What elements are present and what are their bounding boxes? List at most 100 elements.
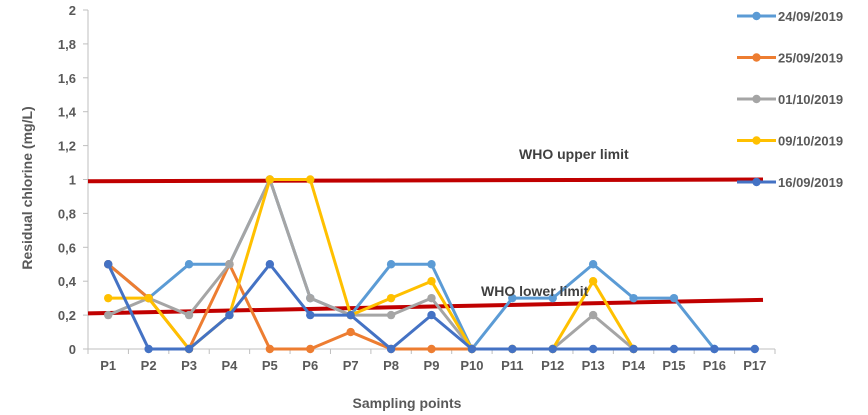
x-tick-label: P4 <box>221 358 238 373</box>
legend-label: 16/09/2019 <box>778 175 843 190</box>
x-tick-label: P15 <box>662 358 685 373</box>
data-point <box>669 293 679 303</box>
legend-label: 09/10/2019 <box>778 134 843 149</box>
x-tick-label: P8 <box>383 358 399 373</box>
data-point <box>265 175 275 184</box>
data-point <box>104 310 113 320</box>
y-axis-title: Residual chlorine (mg/L) <box>19 106 35 269</box>
x-tick-label: P2 <box>141 358 157 373</box>
data-point <box>184 260 194 269</box>
data-point <box>508 344 517 354</box>
data-point <box>427 277 436 286</box>
y-tick-label: 1,6 <box>58 71 76 86</box>
series-1 <box>104 175 719 354</box>
legend-entry: 24/09/2019 <box>737 9 843 24</box>
y-tick-label: 1 <box>69 173 76 188</box>
data-point <box>427 293 436 303</box>
x-tick-label: P11 <box>501 358 523 373</box>
axes: 0 0,2 0,4 0,6 0,8 1 1,2 1,4 1,6 1,8 2 P1 P2 P3 P4 P5 P6 P… <box>58 3 776 373</box>
data-point <box>104 293 113 303</box>
data-point <box>386 344 396 354</box>
x-tick-label: P6 <box>302 358 318 373</box>
y-tick-label: 0,4 <box>58 274 77 289</box>
y-tick-label: 0,2 <box>58 308 76 323</box>
data-point <box>588 310 598 320</box>
data-point <box>588 260 598 269</box>
data-point <box>386 310 396 320</box>
data-point <box>225 260 234 269</box>
data-point <box>669 344 679 354</box>
y-tick-label: 2 <box>69 3 76 18</box>
data-point <box>427 344 436 354</box>
data-point <box>346 327 355 337</box>
legend-entry: 25/09/2019 <box>737 51 843 66</box>
data-point <box>346 310 355 320</box>
data-point <box>427 260 436 269</box>
series-5 <box>104 260 759 354</box>
y-tick-label: 1,4 <box>58 105 77 120</box>
data-point <box>710 344 719 354</box>
data-point <box>467 344 477 354</box>
reference-line-label: WHO lower limit <box>481 283 589 299</box>
data-point <box>184 344 194 354</box>
legend: 24/09/2019 25/09/2019 01/10/2019 09/10/2019… <box>737 9 843 190</box>
legend-marker <box>752 177 761 187</box>
data-point <box>184 310 194 320</box>
y-tick-label: 0 <box>69 342 76 357</box>
x-tick-label: P3 <box>181 358 197 373</box>
legend-marker <box>752 53 761 62</box>
x-tick-label: P12 <box>541 358 564 373</box>
legend-label: 01/10/2019 <box>778 92 843 107</box>
series-4 <box>104 175 638 354</box>
x-axis-title: Sampling points <box>353 395 462 411</box>
y-tick-label: 0,8 <box>58 206 76 221</box>
annotations: WHO upper limit WHO lower limit <box>481 146 629 299</box>
legend-marker <box>752 11 761 21</box>
data-point <box>104 260 113 269</box>
data-point <box>386 260 396 269</box>
data-point <box>306 310 315 320</box>
reference-line-label: WHO upper limit <box>519 146 629 162</box>
reference-line <box>87 177 764 184</box>
reference-lines <box>87 177 764 316</box>
x-tick-label: P1 <box>100 358 116 373</box>
legend-marker <box>752 136 761 145</box>
x-tick-label: P5 <box>262 358 278 373</box>
data-point <box>588 277 598 286</box>
data-point <box>508 293 517 303</box>
x-tick-label: P17 <box>743 358 766 373</box>
series-3 <box>104 175 638 354</box>
y-tick-label: 0,6 <box>58 240 76 255</box>
data-point <box>306 293 315 303</box>
data-point <box>629 293 638 303</box>
x-tick-label: P10 <box>460 358 483 373</box>
data-point <box>386 293 396 303</box>
data-point <box>427 310 436 320</box>
x-tick-label: P7 <box>343 358 359 373</box>
reference-line <box>87 297 764 316</box>
data-point <box>265 260 275 269</box>
legend-label: 24/09/2019 <box>778 9 843 24</box>
legend-label: 25/09/2019 <box>778 51 843 66</box>
x-tick-label: P14 <box>622 358 646 373</box>
data-point <box>225 310 234 320</box>
x-tick-label: P16 <box>703 358 726 373</box>
data-point <box>588 344 598 354</box>
data-point <box>306 175 315 184</box>
legend-entry: 16/09/2019 <box>737 175 843 190</box>
data-point <box>144 344 153 354</box>
x-tick-label: P9 <box>424 358 440 373</box>
series-layer <box>104 175 759 354</box>
data-point <box>306 344 315 354</box>
data-point <box>750 344 759 354</box>
data-point <box>548 344 557 354</box>
legend-marker <box>752 94 761 104</box>
data-point <box>548 293 557 303</box>
y-tick-label: 1,2 <box>58 139 76 154</box>
x-tick-label: P13 <box>582 358 605 373</box>
y-tick-label: 1,8 <box>58 37 76 52</box>
data-point <box>265 344 275 354</box>
data-point <box>629 344 638 354</box>
legend-entry: 09/10/2019 <box>737 134 843 149</box>
